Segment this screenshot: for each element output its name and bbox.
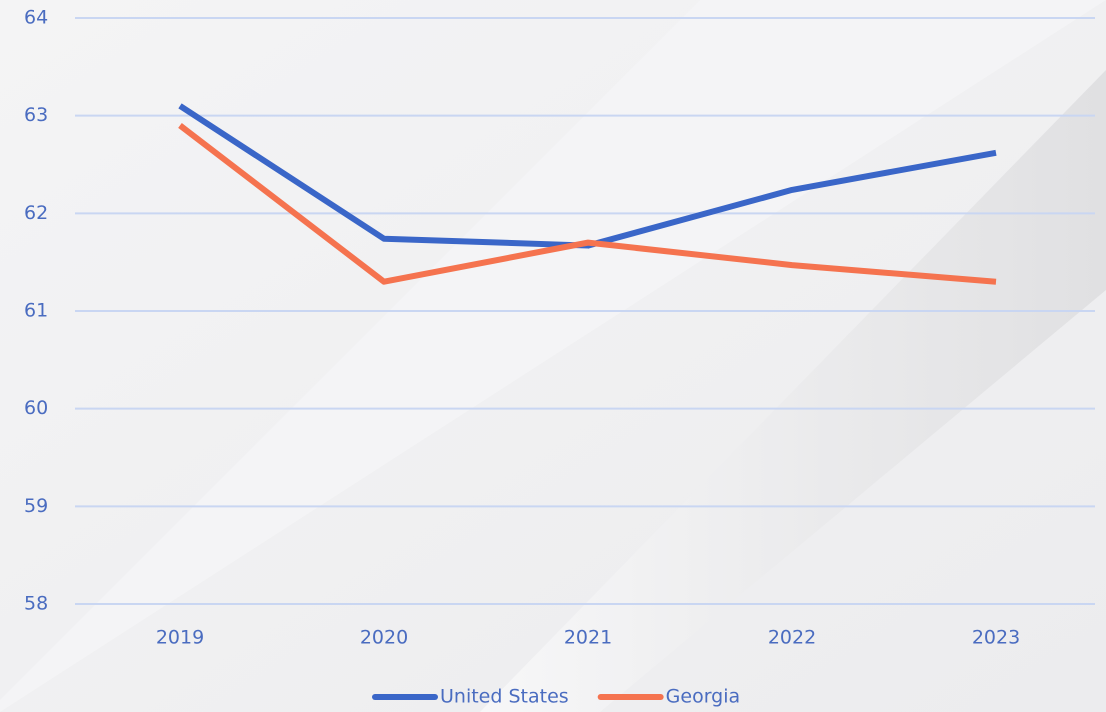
- y-tick-label: 64: [24, 7, 48, 29]
- x-tick-label: 2020: [360, 627, 408, 649]
- background-band: [480, 70, 1106, 712]
- x-tick-label: 2022: [768, 627, 816, 649]
- y-tick-label: 62: [24, 202, 48, 224]
- data-line: [178, 123, 997, 285]
- x-tick-label: 2019: [156, 627, 204, 649]
- y-tick-label: 58: [24, 593, 48, 615]
- x-tick-label: 2021: [564, 627, 612, 649]
- labels: 58 59 60 61 62 63 64 2019 2020 2021 2022 2023 United…: [24, 7, 1020, 708]
- grid: [75, 17, 1095, 605]
- y-tick-label: 61: [24, 300, 48, 322]
- x-tick-label: 2023: [972, 627, 1020, 649]
- plot: [178, 103, 997, 285]
- y-tick-label: 60: [24, 397, 48, 419]
- y-tick-label: 59: [24, 495, 48, 517]
- legend-label: Georgia: [666, 686, 741, 708]
- y-tick-label: 63: [24, 104, 48, 126]
- legend-label: United States: [440, 686, 569, 708]
